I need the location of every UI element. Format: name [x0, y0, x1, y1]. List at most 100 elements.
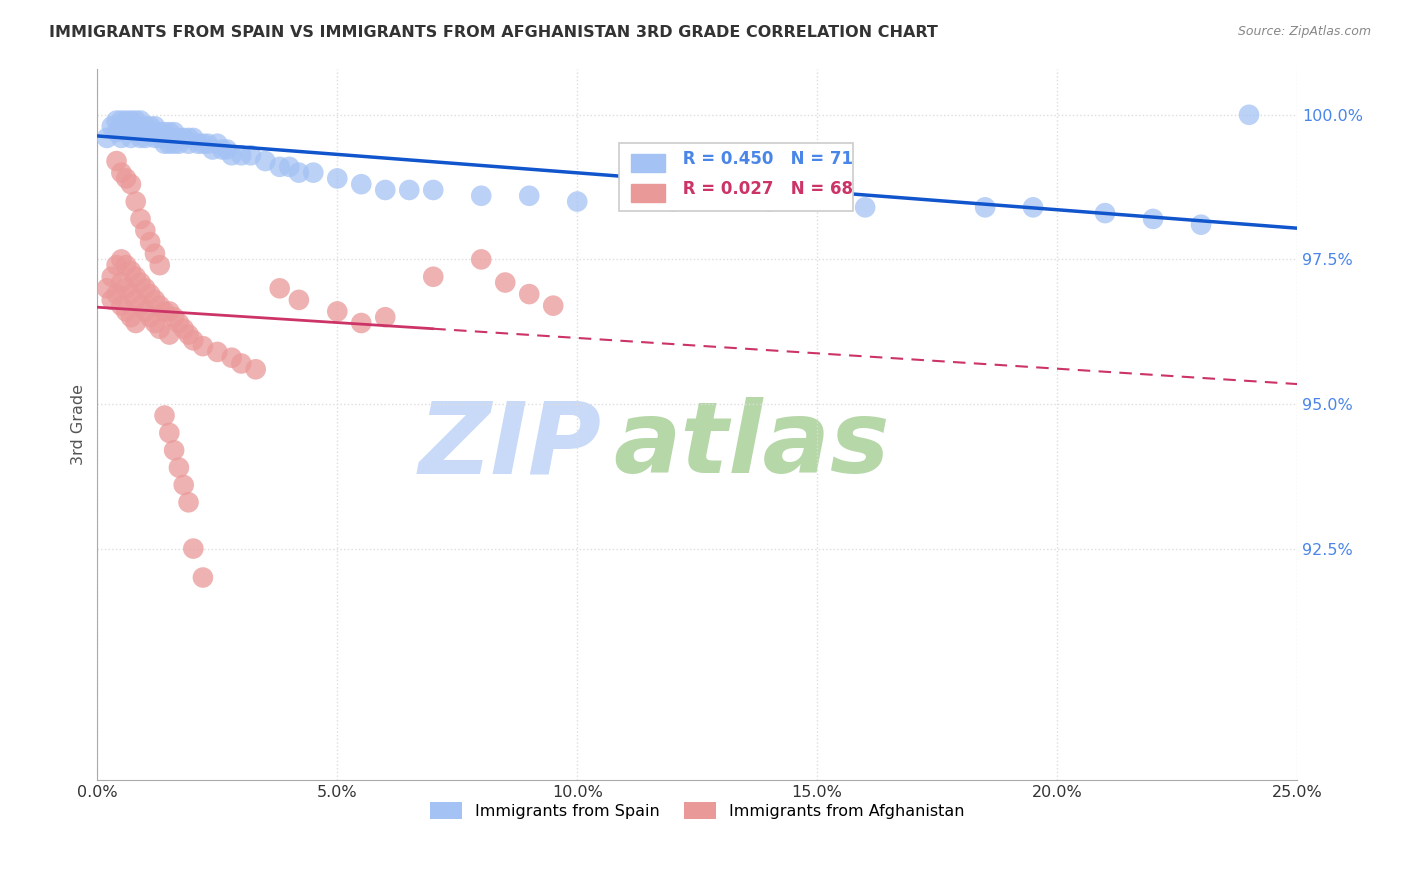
Point	[1142, 211, 1164, 226]
Point	[143, 246, 166, 260]
Point	[374, 310, 396, 325]
Text: R = 0.027   N = 68: R = 0.027 N = 68	[676, 180, 853, 198]
Point	[110, 131, 132, 145]
Point	[326, 304, 349, 318]
Point	[167, 131, 190, 145]
Point	[115, 120, 138, 134]
Point	[177, 327, 200, 342]
Point	[326, 171, 349, 186]
Point	[110, 120, 132, 134]
Point	[143, 316, 166, 330]
Point	[758, 194, 780, 209]
Point	[197, 136, 219, 151]
Point	[207, 136, 229, 151]
FancyBboxPatch shape	[619, 144, 853, 211]
Point	[96, 281, 118, 295]
Point	[1237, 108, 1260, 122]
Point	[163, 310, 186, 325]
Point	[149, 131, 172, 145]
Point	[422, 269, 444, 284]
Point	[181, 541, 204, 556]
Text: IMMIGRANTS FROM SPAIN VS IMMIGRANTS FROM AFGHANISTAN 3RD GRADE CORRELATION CHART: IMMIGRANTS FROM SPAIN VS IMMIGRANTS FROM…	[49, 25, 938, 40]
Point	[134, 223, 156, 237]
Point	[120, 287, 142, 301]
Point	[115, 304, 138, 318]
Point	[191, 570, 214, 584]
Point	[125, 113, 148, 128]
Point	[177, 131, 200, 145]
Point	[1189, 218, 1212, 232]
Point	[149, 125, 172, 139]
Point	[153, 304, 176, 318]
Point	[149, 299, 172, 313]
Point	[139, 287, 162, 301]
Point	[157, 425, 180, 440]
Point	[125, 194, 148, 209]
Point	[120, 178, 142, 192]
Point	[110, 252, 132, 267]
Point	[100, 120, 122, 134]
Point	[153, 136, 176, 151]
Point	[1094, 206, 1116, 220]
Point	[269, 281, 291, 295]
Y-axis label: 3rd Grade: 3rd Grade	[72, 384, 86, 465]
Point	[120, 113, 142, 128]
Point	[125, 316, 148, 330]
Point	[120, 310, 142, 325]
Point	[163, 136, 186, 151]
Point	[100, 269, 122, 284]
Point	[239, 148, 262, 162]
Point	[191, 339, 214, 353]
Point	[173, 322, 195, 336]
Point	[231, 357, 253, 371]
Point	[163, 443, 186, 458]
Point	[143, 293, 166, 307]
Point	[221, 148, 243, 162]
Point	[181, 334, 204, 348]
Point	[129, 131, 152, 145]
Point	[1022, 200, 1045, 214]
Point	[853, 200, 876, 214]
Point	[269, 160, 291, 174]
Point	[191, 136, 214, 151]
Point	[422, 183, 444, 197]
Point	[517, 188, 540, 202]
Point	[153, 125, 176, 139]
Point	[167, 460, 190, 475]
Point	[143, 131, 166, 145]
Point	[134, 125, 156, 139]
Point	[120, 131, 142, 145]
Point	[302, 166, 325, 180]
Point	[254, 154, 277, 169]
Point	[139, 120, 162, 134]
Point	[517, 287, 540, 301]
Point	[398, 183, 420, 197]
Point	[129, 113, 152, 128]
Point	[211, 143, 233, 157]
Legend: Immigrants from Spain, Immigrants from Afghanistan: Immigrants from Spain, Immigrants from A…	[425, 796, 970, 825]
Point	[120, 120, 142, 134]
Point	[125, 269, 148, 284]
Point	[153, 409, 176, 423]
Point	[129, 299, 152, 313]
Point	[105, 154, 128, 169]
Point	[494, 276, 516, 290]
Point	[245, 362, 267, 376]
Point	[350, 178, 373, 192]
Point	[110, 166, 132, 180]
Point	[157, 125, 180, 139]
Point	[167, 136, 190, 151]
Bar	[631, 184, 665, 202]
Point	[120, 264, 142, 278]
Point	[115, 281, 138, 295]
Point	[115, 171, 138, 186]
Point	[173, 478, 195, 492]
Point	[115, 113, 138, 128]
Point	[105, 258, 128, 272]
Point	[288, 293, 311, 307]
Point	[350, 316, 373, 330]
Point	[187, 136, 209, 151]
Point	[134, 281, 156, 295]
Point	[96, 131, 118, 145]
Point	[105, 287, 128, 301]
